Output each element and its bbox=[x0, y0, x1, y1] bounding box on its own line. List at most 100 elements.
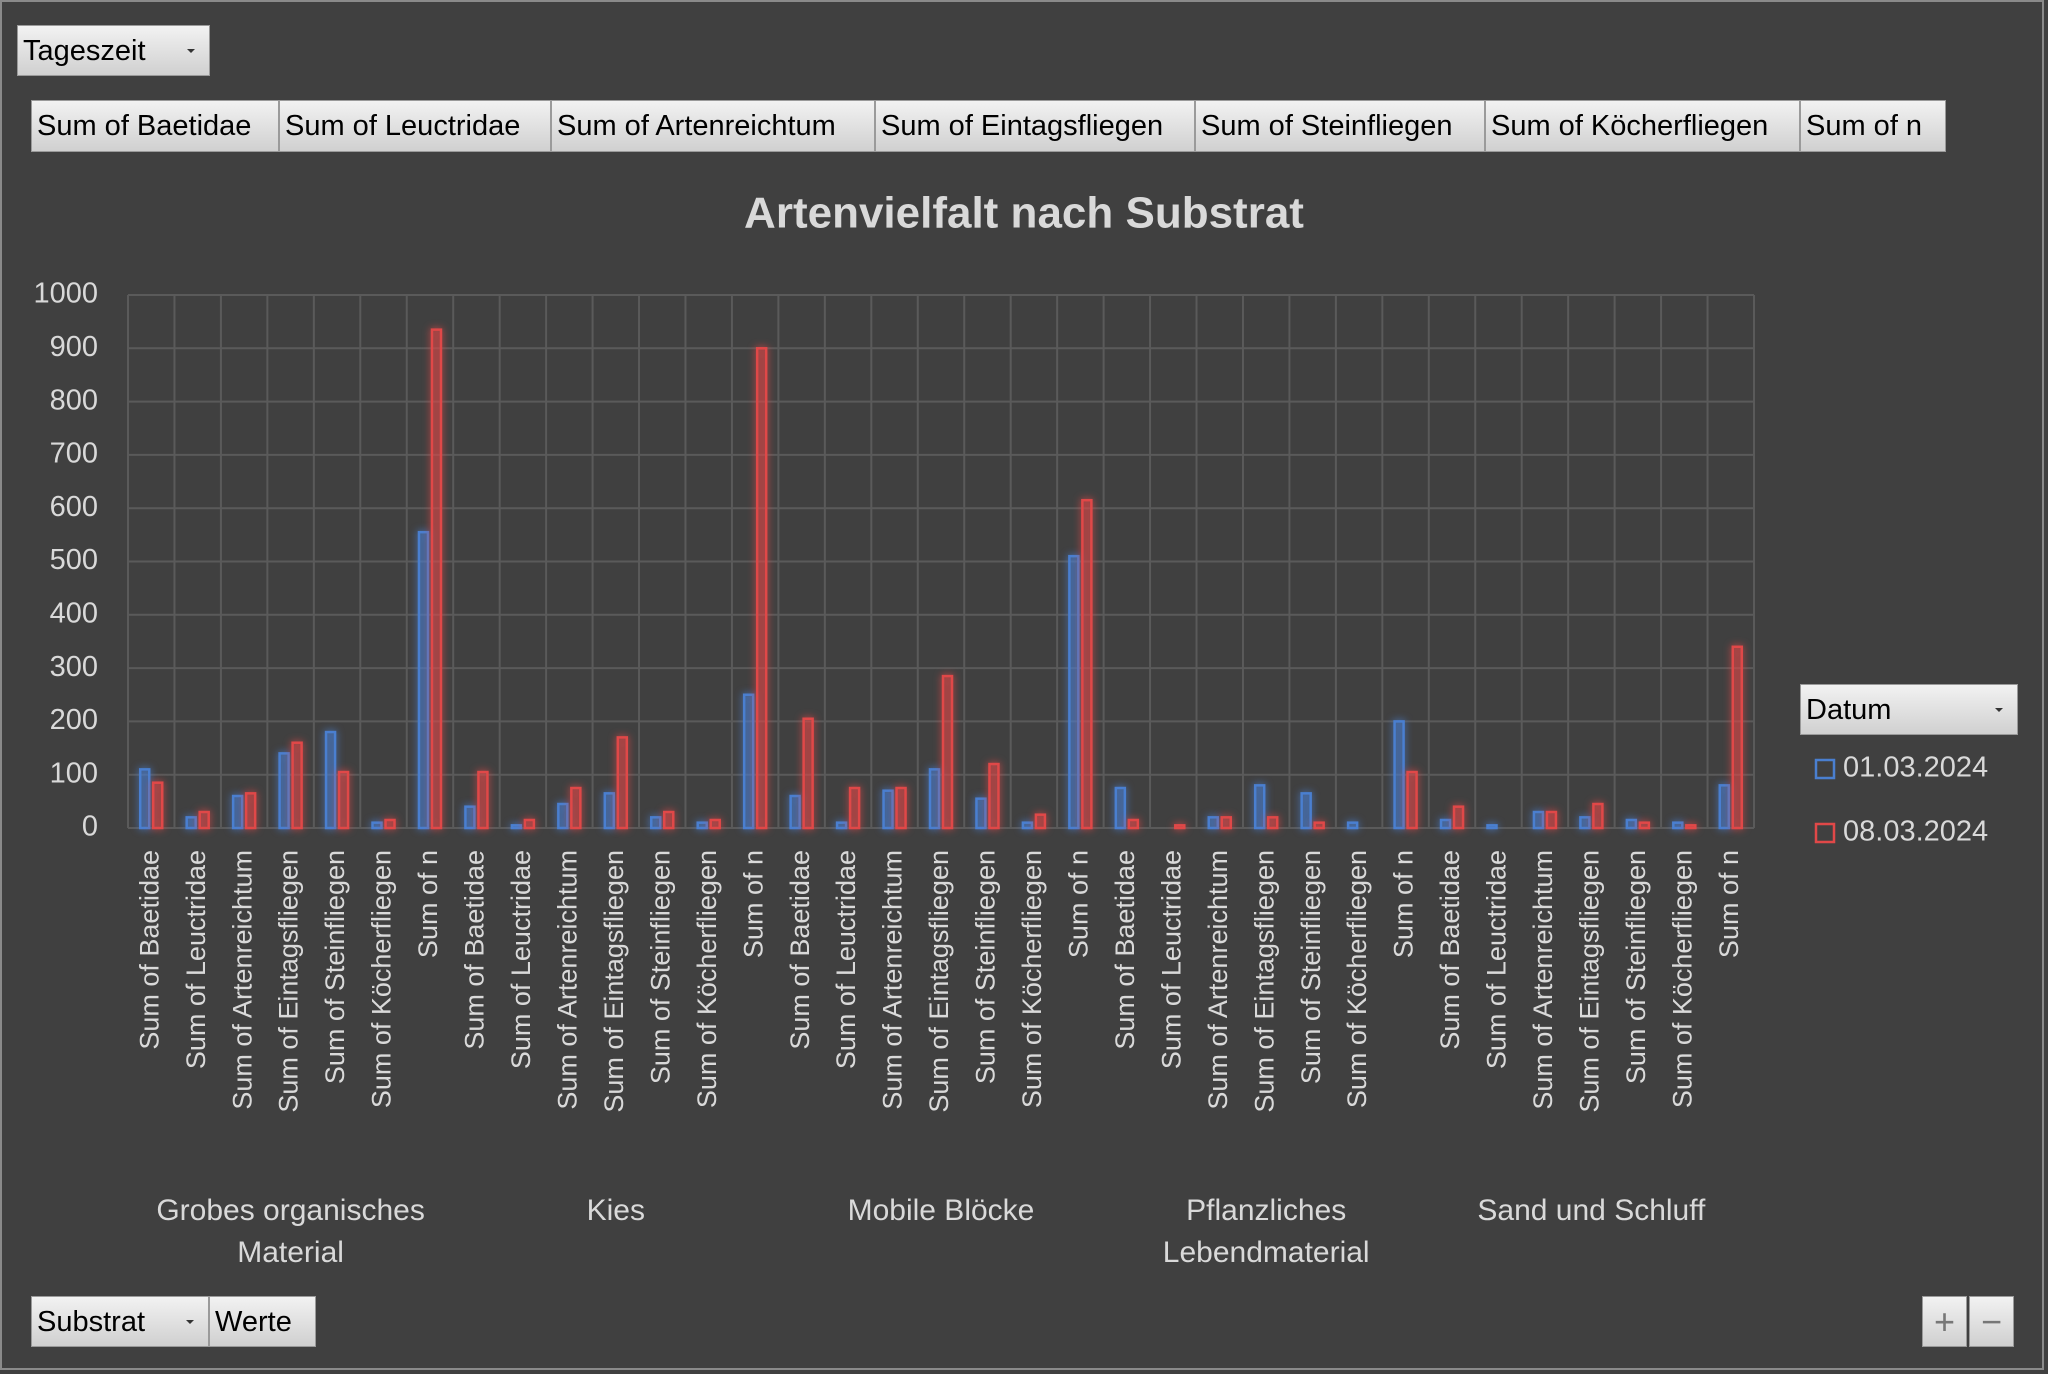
y-tick-label: 500 bbox=[50, 544, 98, 576]
x-tick-label: Sum of Baetidae bbox=[1435, 850, 1465, 1050]
x-tick-label: Sum of Steinfliegen bbox=[320, 850, 350, 1084]
bar bbox=[1638, 821, 1651, 830]
bar bbox=[185, 816, 197, 830]
legend-swatch bbox=[1814, 758, 1836, 780]
x-tick-label: Sum of Leuctridae bbox=[506, 850, 536, 1069]
bar bbox=[1300, 792, 1312, 830]
bar bbox=[1174, 824, 1186, 830]
bar bbox=[337, 770, 350, 830]
legend-field-button[interactable]: Datum bbox=[1800, 684, 2018, 735]
bar bbox=[1207, 816, 1219, 830]
x-tick-label: Sum of Eintagsfliegen bbox=[599, 850, 629, 1113]
collapse-button[interactable]: − bbox=[1969, 1296, 2014, 1347]
x-tick-label: Sum of Leuctridae bbox=[831, 850, 861, 1069]
bar bbox=[417, 530, 430, 830]
x-tick-label: Sum of Artenreichtum bbox=[878, 850, 908, 1110]
filter-button[interactable]: Tageszeit bbox=[17, 25, 210, 76]
y-tick-label: 100 bbox=[50, 757, 98, 789]
bar bbox=[1685, 824, 1697, 830]
bar bbox=[848, 786, 861, 830]
y-tick-label: 1000 bbox=[33, 278, 98, 310]
bar bbox=[928, 768, 941, 830]
bar bbox=[742, 693, 755, 830]
value-field-button[interactable]: Sum of Köcherfliegen bbox=[1485, 100, 1800, 152]
bar bbox=[430, 328, 443, 830]
x-tick-label: Sum of n bbox=[413, 850, 443, 958]
x-tick-label: Sum of Eintagsfliegen bbox=[274, 850, 304, 1113]
bar bbox=[1313, 821, 1325, 830]
x-tick-label: Sum of n bbox=[1714, 850, 1744, 958]
bar bbox=[941, 674, 954, 830]
bar bbox=[1068, 554, 1080, 830]
value-field-button[interactable]: Sum of n bbox=[1800, 100, 1946, 152]
bar bbox=[1731, 645, 1744, 830]
x-tick-label: Sum of Köcherfliegen bbox=[1017, 850, 1047, 1108]
axis-field-button[interactable]: Substrat bbox=[31, 1296, 209, 1347]
bar bbox=[696, 821, 708, 830]
value-field-button[interactable]: Sum of Artenreichtum bbox=[551, 100, 875, 152]
bar bbox=[510, 824, 523, 830]
bar bbox=[603, 792, 616, 830]
bar bbox=[324, 730, 337, 830]
value-field-button[interactable]: Sum of Leuctridae bbox=[279, 100, 551, 152]
bar bbox=[1718, 784, 1731, 830]
bar bbox=[1253, 784, 1266, 830]
legend-label: 08.03.2024 bbox=[1843, 816, 1988, 848]
x-tick-label: Sum of n bbox=[1389, 850, 1419, 958]
bar bbox=[1532, 810, 1545, 830]
bar bbox=[1406, 770, 1418, 830]
bar bbox=[975, 797, 987, 830]
x-tick-label: Sum of Steinfliegen bbox=[645, 850, 675, 1084]
x-tick-label: Sum of Baetidae bbox=[134, 850, 164, 1050]
bar bbox=[557, 802, 569, 830]
x-tick-label: Sum of n bbox=[1063, 850, 1093, 958]
bar bbox=[755, 347, 768, 830]
bar bbox=[650, 816, 662, 830]
bar bbox=[151, 781, 164, 830]
x-tick-label: Sum of Artenreichtum bbox=[1528, 850, 1558, 1110]
bar bbox=[1625, 818, 1638, 830]
bar bbox=[1114, 786, 1127, 830]
x-tick-label: Sum of Leuctridae bbox=[1156, 850, 1186, 1069]
bar bbox=[464, 805, 476, 830]
expand-button[interactable]: + bbox=[1922, 1296, 1967, 1347]
bar bbox=[988, 762, 1000, 830]
x-tick-label: Sum of Artenreichtum bbox=[227, 850, 257, 1110]
bar bbox=[244, 792, 257, 830]
value-field-button[interactable]: Sum of Eintagsfliegen bbox=[875, 100, 1195, 152]
value-field-button[interactable]: Sum of Steinfliegen bbox=[1195, 100, 1485, 152]
y-tick-label: 400 bbox=[50, 597, 98, 629]
y-tick-label: 0 bbox=[82, 811, 98, 843]
bar bbox=[278, 752, 290, 830]
value-field-button[interactable]: Sum of Baetidae bbox=[31, 100, 279, 152]
bar bbox=[1452, 805, 1465, 830]
x-tick-label: Sum of Eintagsfliegen bbox=[1575, 850, 1605, 1113]
x-tick-label: Sum of Köcherfliegen bbox=[692, 850, 722, 1108]
bar bbox=[1081, 498, 1093, 830]
bar bbox=[1127, 818, 1140, 830]
y-tick-label: 200 bbox=[50, 704, 98, 736]
x-tick-label: Sum of Artenreichtum bbox=[1203, 850, 1233, 1110]
bar bbox=[835, 821, 848, 830]
legend-label: 01.03.2024 bbox=[1843, 752, 1988, 784]
bar bbox=[231, 794, 244, 830]
values-field-button[interactable]: Werte bbox=[209, 1296, 316, 1347]
bar bbox=[1346, 821, 1359, 830]
bar bbox=[477, 770, 489, 830]
group-label: Kies bbox=[586, 1194, 645, 1227]
bar bbox=[371, 821, 383, 830]
x-tick-label: Sum of Leuctridae bbox=[1482, 850, 1512, 1069]
x-tick-label: Sum of Eintagsfliegen bbox=[924, 850, 954, 1113]
x-tick-label: Sum of Artenreichtum bbox=[552, 850, 582, 1110]
bar bbox=[1021, 821, 1034, 830]
bar bbox=[198, 810, 210, 830]
bar bbox=[882, 789, 894, 830]
x-tick-label: Sum of Eintagsfliegen bbox=[1249, 850, 1279, 1113]
bar bbox=[1393, 720, 1405, 830]
bar bbox=[663, 810, 675, 830]
y-tick-label: 300 bbox=[50, 651, 98, 683]
x-tick-label: Sum of Köcherfliegen bbox=[1667, 850, 1697, 1108]
